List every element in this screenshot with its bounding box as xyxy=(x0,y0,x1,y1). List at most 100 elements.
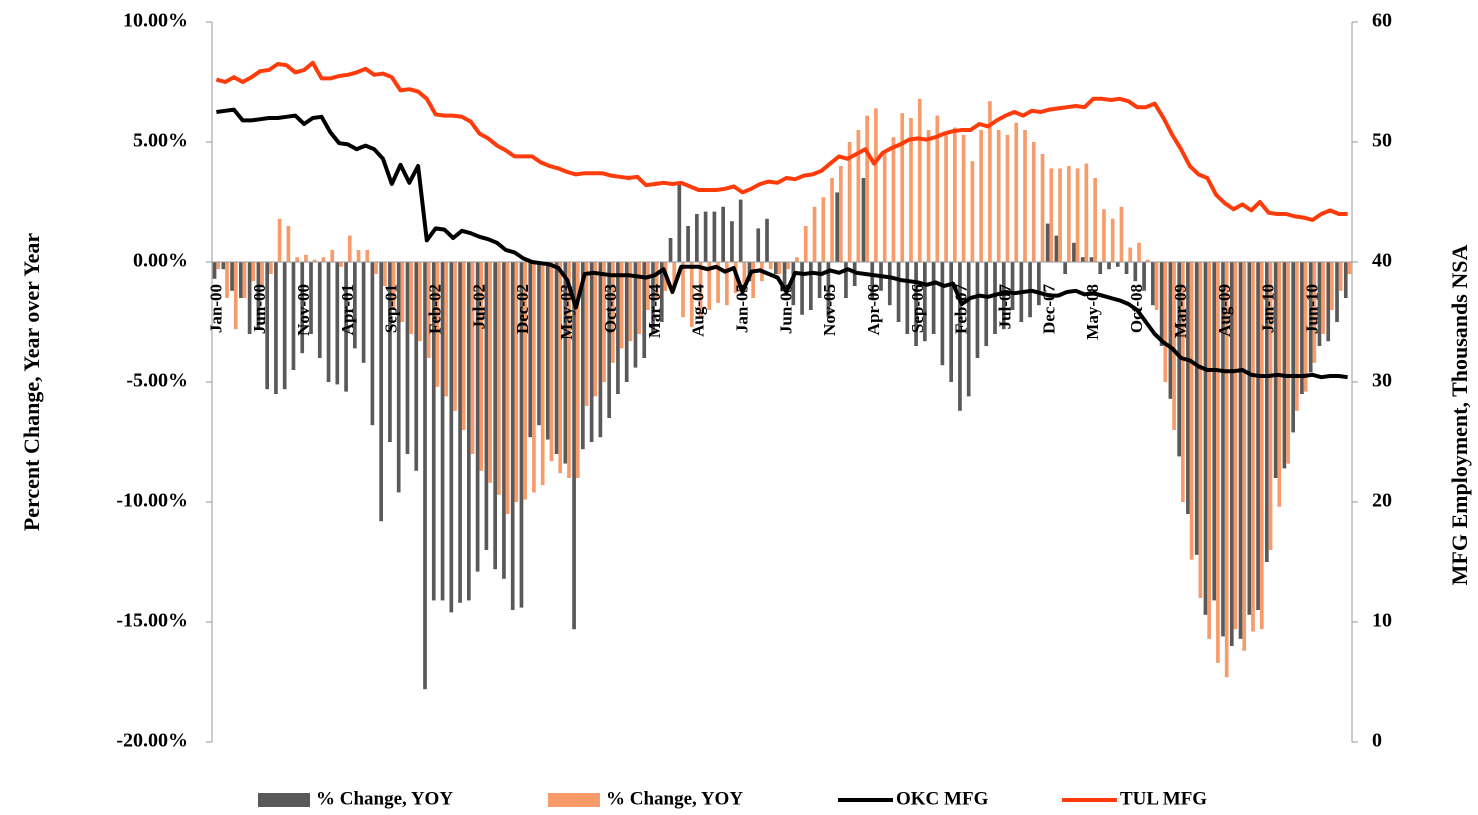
bar xyxy=(751,262,755,298)
bar xyxy=(979,130,983,262)
bar xyxy=(274,262,278,394)
y-tick-label: -10.00% xyxy=(116,490,188,512)
bar xyxy=(607,262,611,418)
bar xyxy=(917,98,922,262)
bar xyxy=(961,134,966,262)
bar xyxy=(1259,262,1264,630)
bar xyxy=(1001,262,1006,330)
bar xyxy=(1119,206,1124,262)
bar xyxy=(304,254,308,262)
legend-swatch xyxy=(548,793,600,807)
bar xyxy=(1312,262,1317,363)
bar xyxy=(458,262,462,603)
bar xyxy=(251,262,256,282)
bar xyxy=(216,262,221,270)
bar xyxy=(768,262,773,270)
bar xyxy=(721,206,725,262)
legend-label: % Change, YOY xyxy=(606,788,743,809)
bar xyxy=(365,250,370,262)
bar xyxy=(239,262,243,298)
bar xyxy=(1273,262,1278,478)
y2-tick-label: 50 xyxy=(1372,130,1392,152)
bar xyxy=(809,262,813,310)
bar xyxy=(225,262,229,298)
bar xyxy=(966,262,971,397)
bar xyxy=(558,262,563,474)
bar xyxy=(1216,262,1220,663)
bar xyxy=(309,262,313,334)
bar xyxy=(379,262,383,522)
bar xyxy=(221,262,226,270)
x-tick-label: Aug-04 xyxy=(689,284,708,337)
bar xyxy=(1142,262,1146,291)
bar xyxy=(935,115,940,262)
x-tick-label: Jan-10 xyxy=(1259,284,1278,333)
bar xyxy=(1037,262,1041,306)
bar xyxy=(563,262,568,464)
bar xyxy=(479,262,484,471)
bar xyxy=(347,235,352,262)
x-tick-label: Aug-09 xyxy=(1215,284,1234,337)
bar xyxy=(1189,262,1194,560)
bar xyxy=(689,262,694,327)
y2-tick-label: 10 xyxy=(1372,610,1392,632)
bar xyxy=(1159,262,1164,346)
bar xyxy=(817,262,822,298)
bar xyxy=(440,262,445,601)
bar xyxy=(505,262,510,514)
bar xyxy=(975,262,980,358)
bar xyxy=(970,161,975,262)
bar xyxy=(628,262,633,342)
bar xyxy=(624,262,629,382)
bar xyxy=(510,262,515,610)
y-tick-label: -5.00% xyxy=(126,370,188,392)
bar xyxy=(637,262,641,334)
x-tick-label: Apr-06 xyxy=(864,284,883,335)
bar xyxy=(598,262,603,438)
bar xyxy=(242,262,247,298)
bar xyxy=(1054,235,1059,262)
bar xyxy=(616,262,620,394)
bar xyxy=(1133,262,1138,282)
x-tick-label: Mar-04 xyxy=(645,284,664,339)
y2-tick-label: 40 xyxy=(1372,250,1392,272)
y2-tick-label: 60 xyxy=(1372,10,1392,32)
bar xyxy=(1286,262,1290,464)
bar xyxy=(449,262,454,613)
bar xyxy=(1343,262,1348,298)
bar xyxy=(1145,259,1150,262)
y-tick-label: 5.00% xyxy=(133,130,188,152)
bar xyxy=(712,211,717,262)
bar xyxy=(1291,262,1295,433)
x-tick-label: Nov-05 xyxy=(820,284,839,336)
bar xyxy=(572,262,576,630)
bar xyxy=(383,262,387,286)
bar xyxy=(317,262,322,358)
bar xyxy=(686,226,690,262)
bar xyxy=(844,262,848,298)
x-tick-label: Sep-06 xyxy=(908,284,927,333)
bar xyxy=(1268,262,1273,550)
x-tick-label: Jun-05 xyxy=(776,284,795,334)
bar xyxy=(1238,262,1243,639)
bar xyxy=(646,262,650,310)
bar xyxy=(870,262,875,298)
bar xyxy=(672,262,677,286)
bar xyxy=(1005,134,1010,262)
bar xyxy=(826,262,831,318)
bar xyxy=(497,262,501,495)
bar xyxy=(782,262,787,286)
bar xyxy=(1128,247,1133,262)
bar xyxy=(396,262,401,493)
bar xyxy=(1256,262,1260,610)
bar xyxy=(1080,257,1085,262)
bar xyxy=(256,262,261,330)
bar xyxy=(944,134,948,262)
bar xyxy=(277,218,282,262)
bar xyxy=(1049,168,1054,262)
bar xyxy=(418,262,422,342)
bar xyxy=(467,262,471,601)
legend-swatch xyxy=(258,793,310,807)
bar xyxy=(1031,142,1036,262)
